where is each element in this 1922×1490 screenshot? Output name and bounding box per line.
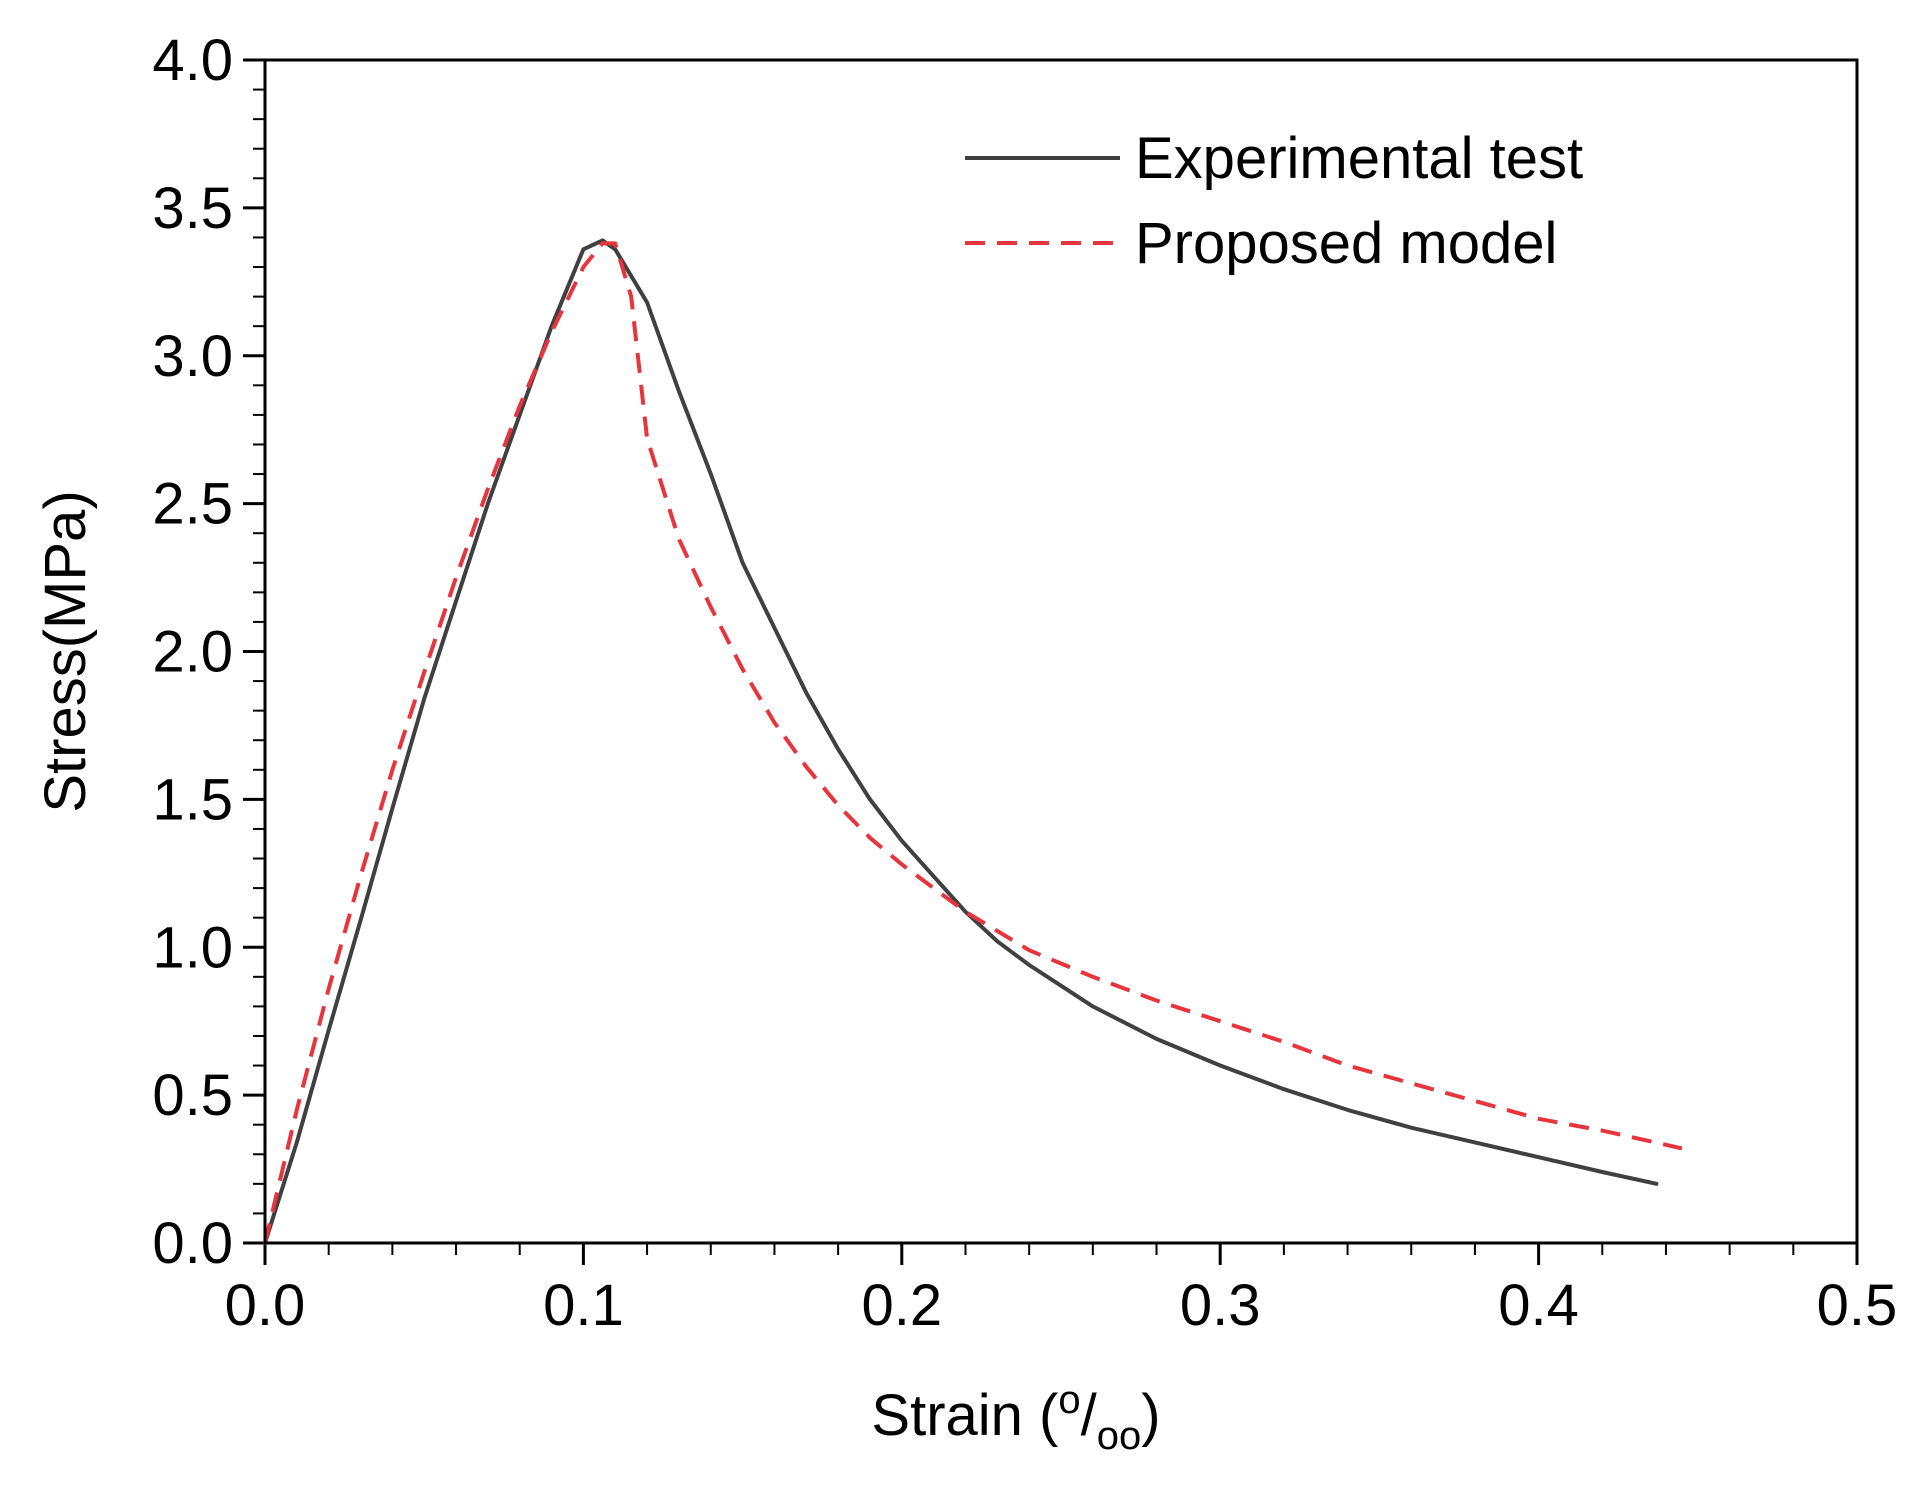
y-tick-label: 1.0 [152,915,233,980]
y-tick-label: 0.5 [152,1063,233,1128]
x-tick-label: 0.3 [1180,1273,1261,1338]
x-axis-title-prefix: Strain ( [871,1383,1058,1448]
x-tick-label: 0.5 [1817,1273,1898,1338]
y-tick-label: 3.0 [152,324,233,389]
x-tick-label: 0.0 [225,1273,306,1338]
y-tick-label: 1.5 [152,767,233,832]
tick-labels: 0.0 0.1 0.2 0.3 0.4 0.5 0.0 0.5 1.0 1.5 2.0 2.5 3.0 3… [152,28,1897,1338]
axis-ticks [243,58,1859,1265]
x-tick-label: 0.1 [543,1273,624,1338]
legend-label-experimental: Experimental test [1135,126,1583,191]
y-axis-title: Stress(MPa) [33,490,98,812]
y-tick-label: 4.0 [152,28,233,93]
y-tick-label: 0.0 [152,1211,233,1276]
series-line-experimental [263,238,1659,1245]
x-axis-unit-sup: o [1058,1378,1080,1422]
plot-frame [263,58,1859,1245]
legend-label-proposed: Proposed model [1135,211,1557,276]
x-axis-title: Strain (o/oo) [871,1378,1160,1458]
y-tick-label: 3.5 [152,176,233,241]
x-axis-unit-slash: / [1081,1383,1098,1448]
data-series [263,238,1683,1245]
x-tick-label: 0.4 [1498,1273,1579,1338]
series-line-proposed [263,241,1683,1244]
y-tick-label: 2.5 [152,472,233,537]
legend: Experimental test Proposed model [965,126,1583,276]
x-tick-label: 0.2 [861,1273,942,1338]
x-axis-unit-sub: oo [1097,1414,1142,1458]
x-axis-title-suffix: ) [1141,1383,1160,1448]
y-tick-label: 2.0 [152,620,233,685]
